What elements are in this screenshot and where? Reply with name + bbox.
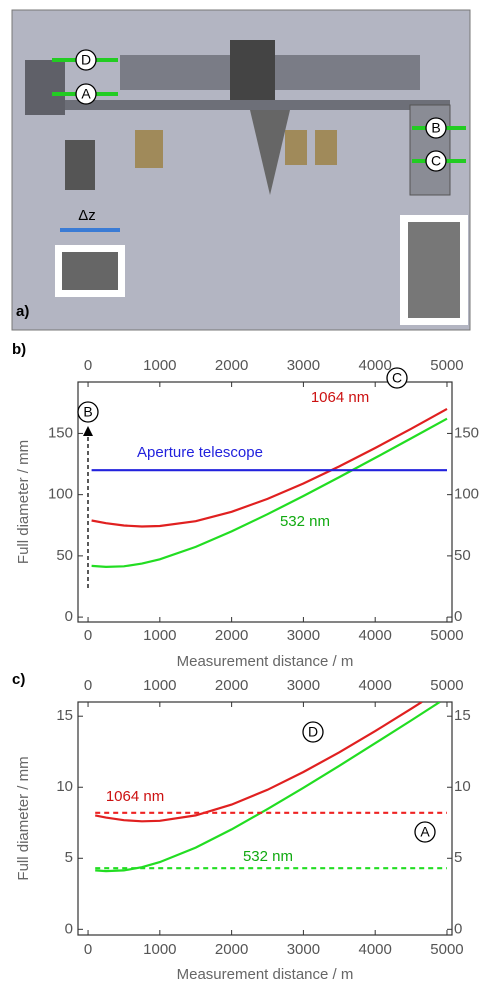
x-tick-label: 5000 xyxy=(430,627,463,644)
data-line xyxy=(92,419,447,567)
x-tick-label-top: 1000 xyxy=(143,357,176,374)
y-tick-label: 0 xyxy=(65,920,73,937)
x-tick-label: 4000 xyxy=(359,941,392,958)
y-tick-label-right: 15 xyxy=(454,707,471,724)
marker-letter: C xyxy=(431,153,441,169)
marker-letter: C xyxy=(392,370,402,386)
chart: b)00100010002000200030003000400040005000… xyxy=(12,341,479,670)
data-line xyxy=(95,702,440,871)
motor xyxy=(135,130,163,168)
marker-letter: A xyxy=(81,86,91,102)
annotation: 1064 nm xyxy=(106,788,164,805)
motor xyxy=(285,130,307,165)
x-tick-label: 0 xyxy=(84,627,92,644)
panel-label: c) xyxy=(12,671,25,688)
x-axis-title: Measurement distance / m xyxy=(177,653,354,670)
x-tick-label-top: 4000 xyxy=(359,357,392,374)
y-tick-label-right: 0 xyxy=(454,608,462,625)
housing xyxy=(230,40,275,100)
y-tick-label-right: 0 xyxy=(454,920,462,937)
series-group xyxy=(95,702,447,871)
motor xyxy=(315,130,337,165)
x-tick-label-top: 1000 xyxy=(143,677,176,694)
marker-letter: D xyxy=(81,52,91,68)
y-tick-label-right: 150 xyxy=(454,424,479,441)
y-tick-label: 15 xyxy=(56,707,73,724)
figure: Δz a) DABCb)0010001000200020003000300040… xyxy=(0,0,484,983)
x-tick-label-top: 0 xyxy=(84,677,92,694)
x-axis-title: Measurement distance / m xyxy=(177,966,354,983)
x-tick-label-top: 5000 xyxy=(430,677,463,694)
telescope xyxy=(410,105,450,195)
x-tick-label: 3000 xyxy=(287,941,320,958)
x-tick-label-top: 3000 xyxy=(287,677,320,694)
panel-label: a) xyxy=(16,303,29,320)
marker-letter: D xyxy=(308,724,318,740)
plot-frame xyxy=(78,702,452,935)
y-tick-label: 100 xyxy=(48,486,73,503)
inset-lens xyxy=(62,252,118,290)
x-tick-label: 1000 xyxy=(143,627,176,644)
inset-lens xyxy=(408,222,460,318)
x-tick-label-top: 2000 xyxy=(215,357,248,374)
panel-label: b) xyxy=(12,341,26,358)
x-tick-label: 1000 xyxy=(143,941,176,958)
y-tick-label-right: 10 xyxy=(454,778,471,795)
plot-frame xyxy=(78,382,452,622)
x-tick-label-top: 5000 xyxy=(430,357,463,374)
y-tick-label: 5 xyxy=(65,849,73,866)
marker-letter: B xyxy=(431,120,440,136)
annotation-arrowhead xyxy=(83,426,93,436)
y-tick-label-right: 100 xyxy=(454,486,479,503)
y-tick-label: 50 xyxy=(56,547,73,564)
y-tick-label-right: 50 xyxy=(454,547,471,564)
x-tick-label-top: 0 xyxy=(84,357,92,374)
x-tick-label-top: 4000 xyxy=(359,677,392,694)
x-tick-label: 3000 xyxy=(287,627,320,644)
mount xyxy=(25,60,65,115)
x-tick-label: 0 xyxy=(84,941,92,958)
block xyxy=(65,140,95,190)
annotation: 532 nm xyxy=(280,513,330,530)
y-axis-title: Full diameter / mm xyxy=(15,440,32,564)
annotation: 1064 nm xyxy=(311,389,369,406)
chart: c)00100010002000200030003000400040005000… xyxy=(12,671,471,983)
x-tick-label: 2000 xyxy=(215,627,248,644)
annotation: Aperture telescope xyxy=(137,444,263,461)
y-tick-label-right: 5 xyxy=(454,849,462,866)
y-tick-label: 0 xyxy=(65,608,73,625)
x-tick-label-top: 3000 xyxy=(287,357,320,374)
marker-letter: B xyxy=(83,404,92,420)
series-group xyxy=(92,409,447,567)
data-line xyxy=(92,409,447,527)
marker-letter: A xyxy=(420,824,430,840)
dz-label: Δz xyxy=(78,207,96,224)
x-tick-label: 4000 xyxy=(359,627,392,644)
y-axis-title: Full diameter / mm xyxy=(15,756,32,880)
x-tick-label-top: 2000 xyxy=(215,677,248,694)
y-tick-label: 10 xyxy=(56,778,73,795)
y-tick-label: 150 xyxy=(48,424,73,441)
x-tick-label: 5000 xyxy=(430,941,463,958)
x-tick-label: 2000 xyxy=(215,941,248,958)
annotation: 532 nm xyxy=(243,848,293,865)
